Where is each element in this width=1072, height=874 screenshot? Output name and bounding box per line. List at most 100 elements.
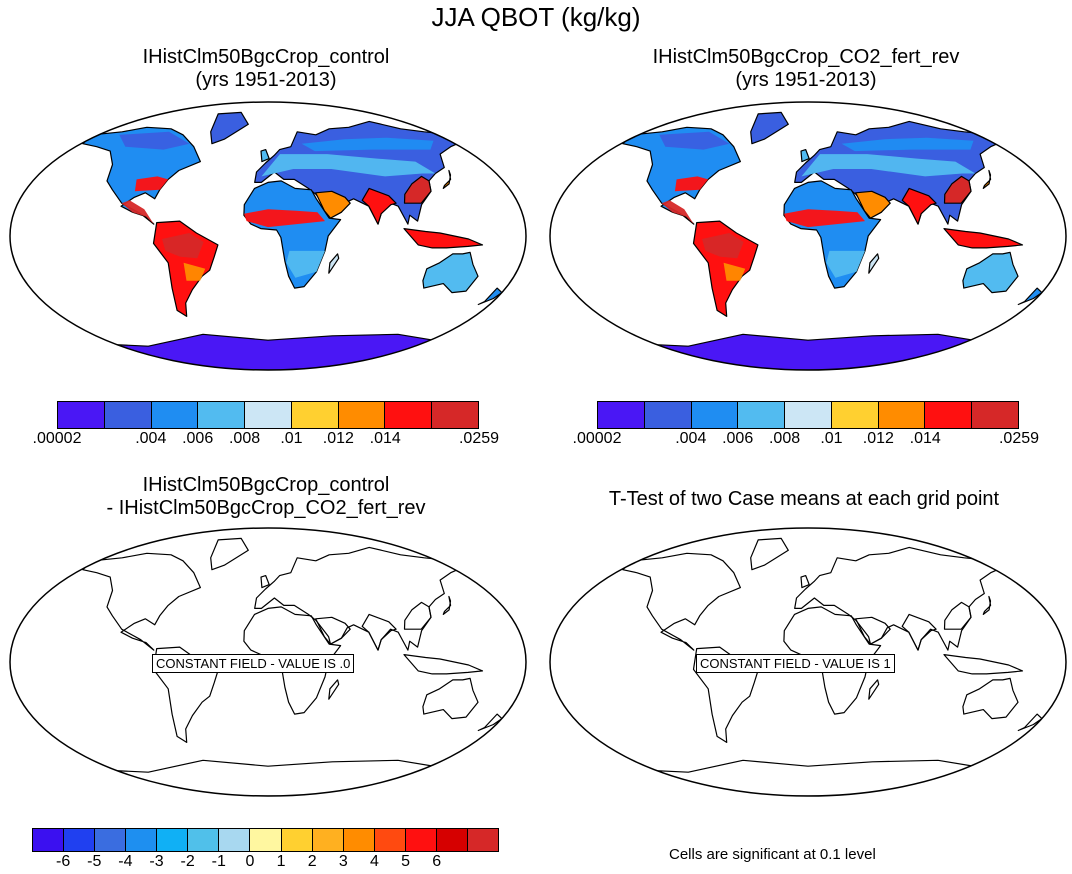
colorbar-swatch (245, 402, 292, 428)
map-control (9, 101, 527, 371)
colorbar-swatch (432, 402, 479, 428)
colorbar-tick-label: -3 (149, 853, 164, 870)
colorbar-tick-label: .00002 (32, 430, 82, 447)
landmass-india (361, 187, 397, 225)
colorbar-swatch (644, 402, 692, 428)
colorbar-swatch (972, 402, 1019, 428)
field-us-southeast (674, 176, 709, 192)
landmass-uk (800, 575, 810, 589)
colorbar-swatch (738, 402, 786, 428)
colorbar-swatch (126, 829, 158, 851)
field-sahel-band (244, 209, 325, 228)
landmass-uk (260, 149, 270, 163)
colorbar-swatch (198, 402, 246, 428)
landmass-indonesia (943, 228, 1024, 249)
colorbar-swatch (691, 402, 739, 428)
colorbar-tick-label: -1 (211, 853, 226, 870)
colorbar-swatch (385, 402, 433, 428)
colorbar-tick-label: .01 (280, 430, 303, 447)
colorbar-swatch (188, 829, 220, 851)
colorbar-swatch (785, 402, 832, 428)
landmass-eurasia (254, 546, 465, 651)
colorbar-tick-label: .0259 (458, 430, 500, 447)
colorbar-tick-label: -2 (180, 853, 195, 870)
colorbar-tick-label: .004 (135, 430, 167, 447)
landmass-australia (962, 677, 1019, 720)
landmass-australia (962, 251, 1019, 294)
landmass-japan (442, 169, 452, 189)
colorbar-co2-ticks: .00002 .004 .006 .008 .01 .012 .014 .0259 (573, 430, 1039, 450)
colorbar-swatch (312, 829, 344, 851)
colorbar-tick-label: .0259 (998, 430, 1040, 447)
landmass-indonesia (943, 654, 1024, 675)
field-boreal-eurasia (301, 137, 434, 152)
map-boundary (549, 101, 1067, 371)
colorbar-tick-label: .008 (768, 430, 801, 447)
landmass-india (361, 613, 397, 651)
landmass-se-asia (943, 175, 972, 204)
colorbar-tick-label: .014 (909, 430, 941, 447)
colorbar-tick-label: 5 (401, 853, 411, 870)
landmass-australia (422, 677, 479, 720)
landmass-japan (982, 595, 992, 615)
panel-title-control-line1: IHistClm50BgcCrop_control (142, 46, 390, 68)
landmass-arabia (315, 616, 351, 645)
landmass-uk (260, 575, 270, 589)
colorbar-swatch (95, 829, 127, 851)
map-boundary (9, 101, 527, 371)
colorbar-control (57, 401, 479, 429)
colorbar-swatch (33, 829, 65, 851)
field-central-america (121, 200, 154, 225)
landmass-antarctica (83, 759, 453, 796)
panel-title-control: IHistClm50BgcCrop_control (yrs 1951-2013… (16, 46, 516, 92)
colorbar-swatch (598, 402, 645, 428)
panel-title-diff-line1: IHistClm50BgcCrop_control (142, 474, 390, 496)
landmass-indonesia (403, 654, 484, 675)
colorbar-tick-label: .004 (675, 430, 707, 447)
colorbar-swatch (104, 402, 152, 428)
field-central-america (661, 200, 694, 225)
field-mid-lat-eurasia (261, 154, 436, 177)
colorbar-tick-label: 6 (432, 853, 442, 870)
field-africa-south (826, 250, 865, 278)
landmass-se-asia (943, 601, 972, 630)
field-amazon-core (162, 233, 204, 259)
landmass-india (901, 613, 937, 651)
colorbar-swatch (343, 829, 375, 851)
colorbar-swatch (374, 829, 406, 851)
colorbar-diff (32, 828, 499, 852)
landmass-new-zealand (1017, 713, 1043, 732)
colorbar-tick-label: .01 (820, 430, 843, 447)
field-boreal-eurasia (841, 137, 974, 152)
colorbar-swatch (925, 402, 973, 428)
colorbar-tick-label: .012 (322, 430, 354, 447)
field-south-brazil (183, 262, 206, 281)
landmass-madagascar (328, 679, 340, 700)
landmass-japan (982, 169, 992, 189)
landmass-uk (800, 149, 810, 163)
colorbar-tick-label: 1 (276, 853, 286, 870)
colorbar-swatch (157, 829, 189, 851)
landmass-indonesia (403, 228, 484, 249)
landmass-india (901, 187, 937, 225)
colorbar-tick-label: .008 (228, 430, 261, 447)
landmass-arabia (315, 190, 351, 219)
colorbar-swatch (151, 402, 199, 428)
panel-title-ttest-line1: T-Test of two Case means at each grid po… (608, 488, 1000, 510)
landmass-greenland (750, 111, 789, 145)
field-africa-south (286, 250, 325, 278)
field-canada-north (119, 131, 190, 150)
colorbar-co2 (597, 401, 1019, 429)
colorbar-swatch (878, 402, 926, 428)
landmass-arabia (855, 190, 891, 219)
landmass-eurasia (794, 546, 1005, 651)
panel-title-control-line2: (yrs 1951-2013) (195, 69, 337, 91)
landmass-new-zealand (477, 287, 503, 306)
map-boundary (549, 527, 1067, 797)
colorbar-tick-label: .006 (722, 430, 754, 447)
landmass-japan (442, 595, 452, 615)
constant-field-label-diff: CONSTANT FIELD - VALUE IS .0 (152, 654, 355, 673)
field-mid-lat-eurasia (801, 154, 976, 177)
colorbar-swatch (58, 402, 105, 428)
landmass-madagascar (328, 253, 340, 274)
